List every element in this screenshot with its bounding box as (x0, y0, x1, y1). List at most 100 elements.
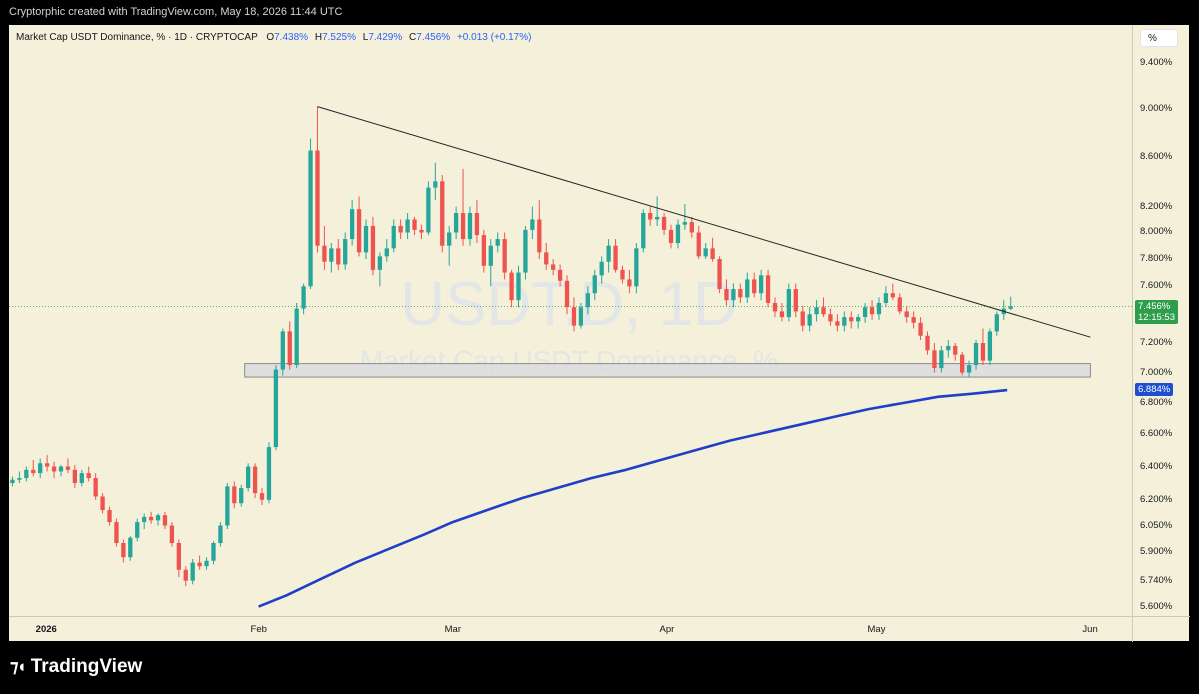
candle-body (447, 232, 452, 246)
candle-body (481, 235, 486, 266)
candle-body (987, 331, 993, 361)
candle (329, 243, 334, 273)
candle (93, 473, 98, 500)
price-tick-label: 6.600% (1140, 428, 1173, 440)
candle (897, 293, 902, 315)
candle-body (613, 245, 618, 270)
candle (273, 365, 279, 451)
candle (994, 311, 999, 336)
candle (398, 219, 403, 240)
price-tick-label: 7.600% (1140, 280, 1173, 292)
candle-body (966, 365, 972, 373)
candle (634, 243, 639, 294)
percent-scale-button[interactable]: % (1140, 29, 1178, 47)
candle-body (530, 219, 535, 230)
candle (315, 106, 320, 253)
candle (814, 300, 819, 322)
candle-body (246, 466, 251, 489)
price-tick-label: 8.000% (1140, 226, 1173, 238)
candle (280, 328, 285, 376)
open-label: O (266, 32, 275, 43)
candle (481, 229, 486, 273)
candle-body (897, 297, 902, 312)
candle-body (169, 525, 175, 544)
candle (433, 162, 438, 201)
candle (758, 269, 764, 301)
candle-body (918, 322, 923, 336)
candle-body (876, 302, 882, 315)
candle-body (440, 181, 445, 246)
candle (259, 488, 265, 505)
bar-countdown: 12:15:53 (1138, 312, 1175, 324)
candle (308, 138, 313, 290)
candle (356, 196, 362, 257)
candle-body (142, 516, 147, 523)
candle (114, 518, 119, 547)
candle-body (502, 239, 507, 273)
candle-body (752, 279, 757, 294)
candle (869, 300, 875, 320)
candle-body (849, 317, 854, 322)
candle (232, 481, 237, 509)
candle-body (176, 543, 181, 570)
candle-body (273, 369, 279, 448)
candle-body (904, 311, 909, 318)
candle (862, 302, 868, 323)
candle (668, 224, 674, 249)
price-axis[interactable] (1132, 25, 1190, 616)
chart-frame: USDT.D, 1D Market Cap USDT Dominance, % M… (9, 25, 1190, 642)
candle (946, 340, 951, 358)
candle-body (426, 187, 431, 233)
candle (72, 464, 78, 489)
candle (980, 328, 986, 366)
price-tick-label: 8.200% (1140, 200, 1173, 212)
candle-body (814, 307, 819, 315)
candle (412, 216, 417, 236)
candle-body (121, 543, 126, 558)
candle (218, 522, 223, 547)
candle-body (821, 307, 826, 315)
candle-body (578, 307, 584, 326)
candle-body (10, 479, 15, 484)
candle (86, 466, 91, 482)
candle-body (294, 308, 299, 366)
candle-body (661, 216, 667, 230)
candle-body (488, 245, 493, 266)
change-value: +0.013 (+0.17%) (456, 32, 532, 43)
plot-area[interactable]: USDT.D, 1D Market Cap USDT Dominance, % M… (9, 25, 1132, 616)
candle-body (495, 239, 500, 246)
candle-body (648, 213, 653, 220)
ma-price-tag: 6.884% (1135, 383, 1174, 397)
tradingview-branding: ⁊◖ TradingView (10, 656, 142, 678)
candle (800, 305, 805, 332)
support-zone-layer (9, 305, 1132, 378)
last-price-tag: 7.456% 12:15:53 (1135, 300, 1178, 325)
candle-body (592, 275, 597, 294)
candle (405, 213, 410, 240)
price-tick-label: 7.800% (1140, 253, 1173, 265)
moving-average-line (258, 388, 1008, 608)
price-tick-label: 6.400% (1140, 460, 1173, 472)
candle (252, 463, 258, 499)
support-zone-rect (244, 363, 1091, 378)
candle-body (994, 314, 999, 332)
candle-body (668, 229, 674, 244)
last-price-value: 7.456% (1138, 301, 1171, 313)
candle (169, 522, 175, 547)
time-axis[interactable] (9, 616, 1132, 642)
candle-body (890, 293, 895, 298)
candle (696, 225, 701, 260)
candle-body (758, 275, 764, 294)
candle (287, 321, 292, 370)
candle (772, 297, 778, 318)
candle (301, 283, 306, 315)
candle-body (953, 345, 958, 355)
candle-body (135, 522, 140, 538)
candle (793, 283, 798, 318)
candle (121, 539, 126, 563)
candle (918, 317, 923, 341)
candle (128, 535, 133, 561)
candle-body (571, 307, 577, 326)
symbol-legend: Market Cap USDT Dominance, % · 1D · CRYP… (16, 32, 531, 43)
candle-body (856, 317, 861, 322)
